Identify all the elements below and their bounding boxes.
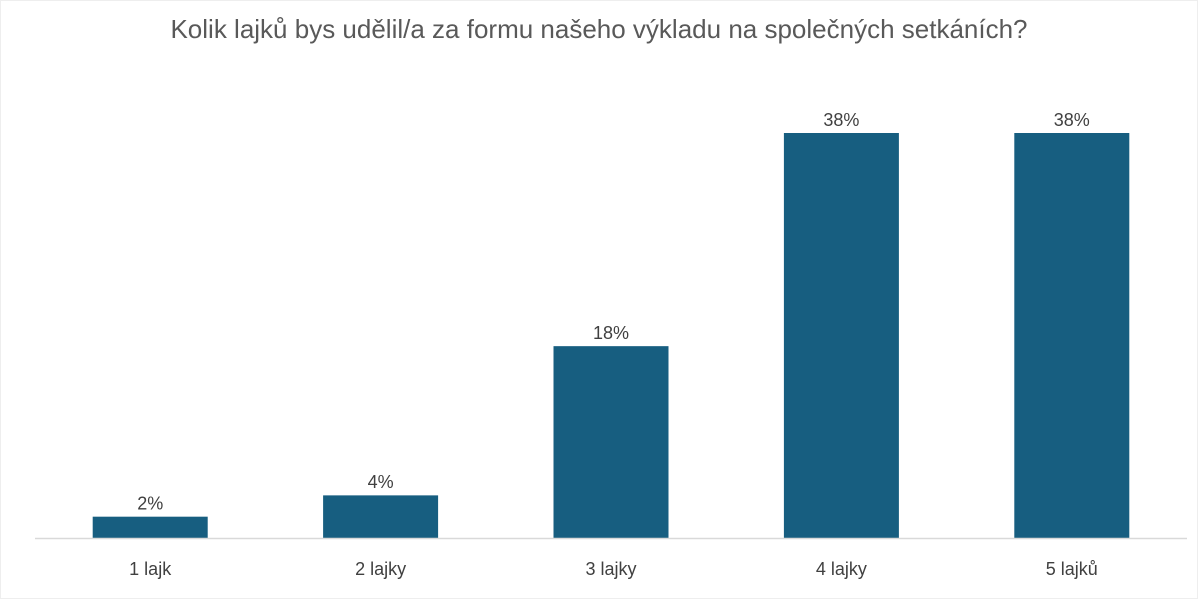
bar bbox=[553, 346, 669, 538]
x-tick-label: 5 lajků bbox=[1046, 559, 1098, 579]
bar bbox=[1014, 133, 1130, 538]
x-tick-label: 3 lajky bbox=[585, 559, 636, 579]
data-label: 38% bbox=[1054, 110, 1090, 130]
data-label: 18% bbox=[593, 323, 629, 343]
bar bbox=[783, 133, 899, 538]
chart-title: Kolik lajků bys udělil/a za formu našeho… bbox=[170, 14, 1028, 44]
x-tick-label: 2 lajky bbox=[355, 559, 406, 579]
x-tick-label: 1 lajk bbox=[129, 559, 172, 579]
x-tick-label: 4 lajky bbox=[816, 559, 867, 579]
data-label: 2% bbox=[137, 493, 163, 513]
bar bbox=[323, 495, 439, 538]
bar bbox=[92, 516, 208, 538]
data-label: 38% bbox=[823, 110, 859, 130]
data-label: 4% bbox=[368, 472, 394, 492]
